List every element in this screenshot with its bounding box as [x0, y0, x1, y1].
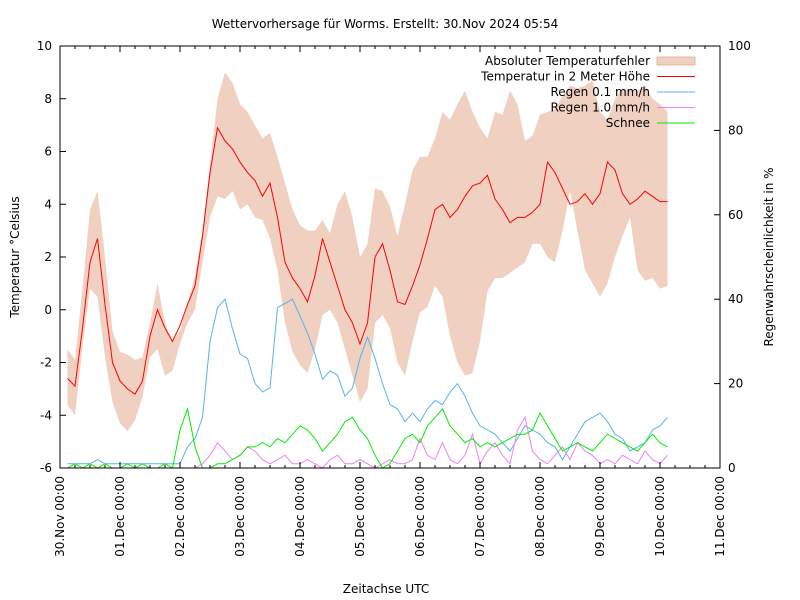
legend-label: Regen 0.1 mm/h	[550, 85, 650, 99]
legend: Absoluter Temperaturfehler Temperatur in …	[480, 54, 696, 130]
y-tick-label: 8	[44, 92, 52, 106]
y2-tick-label: 80	[728, 123, 743, 137]
x-tick-label: 03.Dec 00:00	[233, 476, 247, 557]
x-axis-label: Zeitachse UTC	[343, 582, 429, 596]
y2-tick-label: 0	[728, 461, 736, 475]
x-tick-label: 09.Dec 00:00	[593, 476, 607, 557]
legend-item-temperature: Temperatur in 2 Meter Höhe	[480, 70, 695, 84]
legend-label: Schnee	[606, 116, 650, 130]
legend-item-rain-10: Regen 1.0 mm/h	[550, 101, 695, 115]
y-tick-label: 10	[37, 39, 52, 53]
y-tick-label: 0	[44, 303, 52, 317]
y-axis-label: Temperatur °Celsius	[8, 196, 22, 318]
temperature-error-band	[67, 72, 668, 432]
y2-tick-label: 60	[728, 208, 743, 222]
y-tick-label: 2	[44, 250, 52, 264]
y2-axis-ticks: 0 20 40 60 80 100	[714, 39, 751, 475]
y2-tick-label: 40	[728, 292, 743, 306]
x-tick-label: 10.Dec 00:00	[653, 476, 667, 557]
x-tick-label: 04.Dec 00:00	[293, 476, 307, 557]
legend-item-rain-01: Regen 0.1 mm/h	[550, 85, 695, 99]
temperature-error-band-layer	[67, 72, 668, 432]
y-tick-label: -4	[40, 408, 52, 422]
y-tick-label: -6	[40, 461, 52, 475]
y2-tick-label: 20	[728, 377, 743, 391]
y2-axis-label: Regenwahrscheinlichkeit in %	[762, 167, 776, 346]
legend-swatch	[656, 56, 696, 66]
y-tick-label: 4	[44, 197, 52, 211]
temperature-line	[67, 126, 668, 395]
x-tick-label: 30.Nov 00:00	[53, 476, 67, 557]
x-tick-label: 05.Dec 00:00	[353, 476, 367, 557]
x-tick-label: 08.Dec 00:00	[533, 476, 547, 557]
legend-item-snow: Schnee	[606, 116, 695, 130]
legend-label: Absoluter Temperaturfehler	[485, 54, 650, 68]
legend-item-error-band: Absoluter Temperaturfehler	[485, 54, 696, 68]
y2-tick-label: 100	[728, 39, 751, 53]
x-tick-label: 01.Dec 00:00	[113, 476, 127, 557]
x-tick-label: 06.Dec 00:00	[413, 476, 427, 557]
y-tick-label: 6	[44, 145, 52, 159]
x-tick-label: 02.Dec 00:00	[173, 476, 187, 557]
x-axis-ticks: 30.Nov 00:00 01.Dec 00:00 02.Dec 00:00 03.D…	[53, 46, 727, 557]
chart-title: Wettervorhersage für Worms. Erstellt: 30…	[212, 17, 559, 31]
snow-line	[67, 407, 668, 469]
y-axis-ticks: -6 -4 -2 0 2 4 6 8 10	[37, 39, 66, 475]
legend-label: Temperatur in 2 Meter Höhe	[480, 70, 650, 84]
y-tick-label: -2	[40, 356, 52, 370]
x-tick-label: 07.Dec 00:00	[473, 476, 487, 557]
x-tick-label: 11.Dec 00:00	[713, 476, 727, 557]
legend-label: Regen 1.0 mm/h	[550, 101, 650, 115]
rain-01-line	[67, 298, 668, 465]
